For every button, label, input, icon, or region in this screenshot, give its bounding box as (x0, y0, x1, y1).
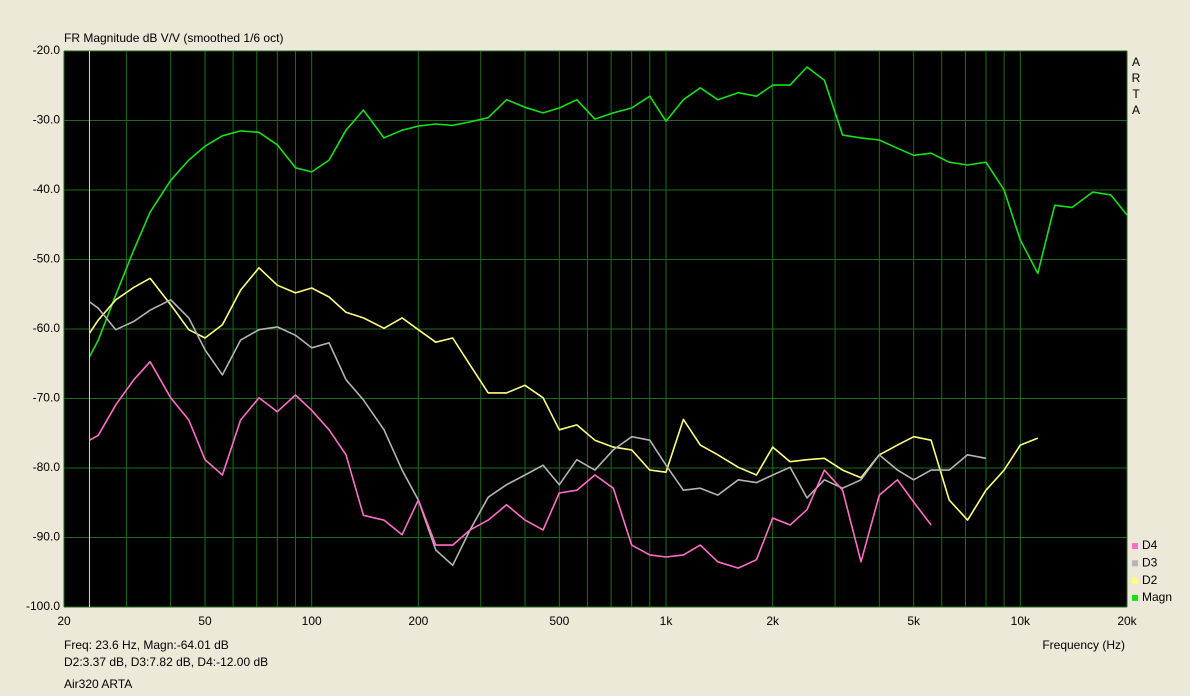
legend-label: Magn (1142, 590, 1172, 604)
y-tick-label: -80.0 (33, 460, 61, 474)
legend-label: D4 (1142, 538, 1158, 552)
y-tick-label: -90.0 (33, 530, 61, 544)
chart-title: FR Magnitude dB V/V (smoothed 1/6 oct) (64, 31, 283, 45)
x-tick-label: 100 (302, 614, 322, 628)
x-tick-label: 50 (198, 614, 212, 628)
x-tick-label: 20k (1117, 614, 1137, 628)
y-tick-label: -70.0 (33, 391, 61, 405)
footer-line: D2:3.37 dB, D3:7.82 dB, D4:-12.00 dB (64, 655, 268, 669)
y-tick-label: -100.0 (26, 599, 60, 613)
y-tick-label: -50.0 (33, 252, 61, 266)
y-tick-label: -60.0 (33, 321, 61, 335)
x-tick-label: 500 (549, 614, 569, 628)
x-axis-label: Frequency (Hz) (1042, 638, 1125, 652)
series-line (89, 299, 987, 567)
footer-line: Air320 ARTA (64, 677, 132, 691)
y-tick-label: -20.0 (33, 43, 61, 57)
legend-swatch (1132, 594, 1138, 601)
x-tick-label: 20 (57, 614, 71, 628)
footer-line: Freq: 23.6 Hz, Magn:-64.01 dB (64, 638, 229, 652)
side-label: ARTA (1129, 55, 1143, 119)
x-tick-label: 5k (907, 614, 921, 628)
y-tick-label: -40.0 (33, 182, 61, 196)
legend-label: D2 (1142, 573, 1158, 587)
series-line (88, 66, 1128, 358)
x-tick-label: 1k (660, 614, 674, 628)
legend-swatch (1132, 577, 1138, 584)
legend-swatch (1132, 543, 1138, 549)
y-tick-label: -30.0 (33, 113, 61, 127)
x-tick-label: 200 (408, 614, 428, 628)
legend-label: D3 (1142, 555, 1158, 569)
series-line (89, 360, 932, 569)
x-tick-label: 2k (766, 614, 780, 628)
x-tick-label: 10k (1011, 614, 1031, 628)
legend-swatch (1132, 560, 1138, 567)
